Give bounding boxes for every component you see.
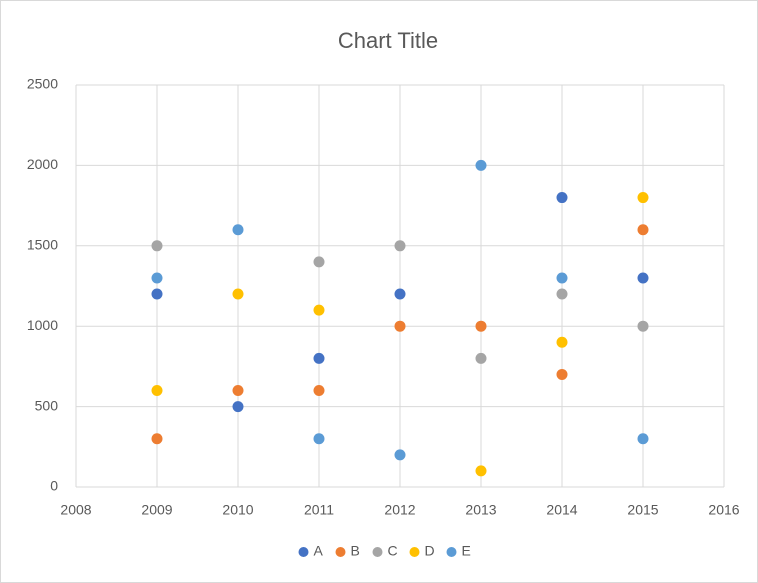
point bbox=[475, 352, 487, 364]
x-tick-label: 2008 bbox=[60, 502, 91, 518]
point bbox=[232, 401, 244, 413]
x-tick-label: 2014 bbox=[546, 502, 577, 518]
point bbox=[313, 385, 325, 397]
y-tick-label: 2500 bbox=[27, 76, 58, 92]
y-tick-label: 500 bbox=[35, 397, 59, 413]
point bbox=[313, 433, 325, 445]
point bbox=[637, 272, 649, 284]
legend-label: A bbox=[314, 543, 324, 559]
x-tick-label: 2015 bbox=[627, 502, 658, 518]
point bbox=[151, 288, 163, 300]
point bbox=[637, 433, 649, 445]
point bbox=[475, 465, 487, 477]
point bbox=[313, 256, 325, 268]
point bbox=[151, 240, 163, 252]
legend-marker bbox=[335, 547, 346, 557]
y-tick-label: 1500 bbox=[27, 237, 58, 253]
legend-marker bbox=[372, 547, 383, 557]
x-tick-label: 2009 bbox=[141, 502, 172, 518]
point bbox=[556, 336, 568, 348]
point bbox=[637, 192, 649, 204]
point bbox=[151, 385, 163, 397]
chart-title: Chart Title bbox=[338, 28, 438, 53]
x-tick-label: 2013 bbox=[465, 502, 496, 518]
point bbox=[556, 288, 568, 300]
y-tick-label: 0 bbox=[50, 478, 58, 494]
x-tick-label: 2012 bbox=[384, 502, 415, 518]
point bbox=[313, 352, 325, 364]
point bbox=[556, 272, 568, 284]
point bbox=[637, 320, 649, 332]
x-tick-label: 2010 bbox=[222, 502, 253, 518]
point bbox=[637, 224, 649, 236]
x-tick-label: 2011 bbox=[304, 502, 334, 518]
point bbox=[475, 159, 487, 171]
point bbox=[232, 385, 244, 397]
y-tick-label: 1000 bbox=[27, 317, 58, 333]
point bbox=[475, 320, 487, 332]
point bbox=[232, 224, 244, 236]
y-tick-label: 2000 bbox=[27, 156, 58, 172]
point bbox=[556, 192, 568, 204]
legend-label: E bbox=[462, 543, 471, 559]
legend-marker bbox=[298, 547, 309, 557]
x-tick-label: 2016 bbox=[708, 502, 739, 518]
point bbox=[232, 288, 244, 300]
point bbox=[556, 368, 568, 380]
point bbox=[151, 433, 163, 445]
point bbox=[394, 449, 406, 461]
point bbox=[151, 272, 163, 284]
legend-marker bbox=[409, 547, 420, 557]
legend-label: C bbox=[388, 543, 398, 559]
point bbox=[313, 304, 325, 316]
legend-label: B bbox=[351, 543, 360, 559]
point bbox=[394, 240, 406, 252]
point bbox=[394, 320, 406, 332]
point bbox=[394, 288, 406, 300]
legend-marker bbox=[446, 547, 457, 557]
legend-label: D bbox=[425, 543, 435, 559]
